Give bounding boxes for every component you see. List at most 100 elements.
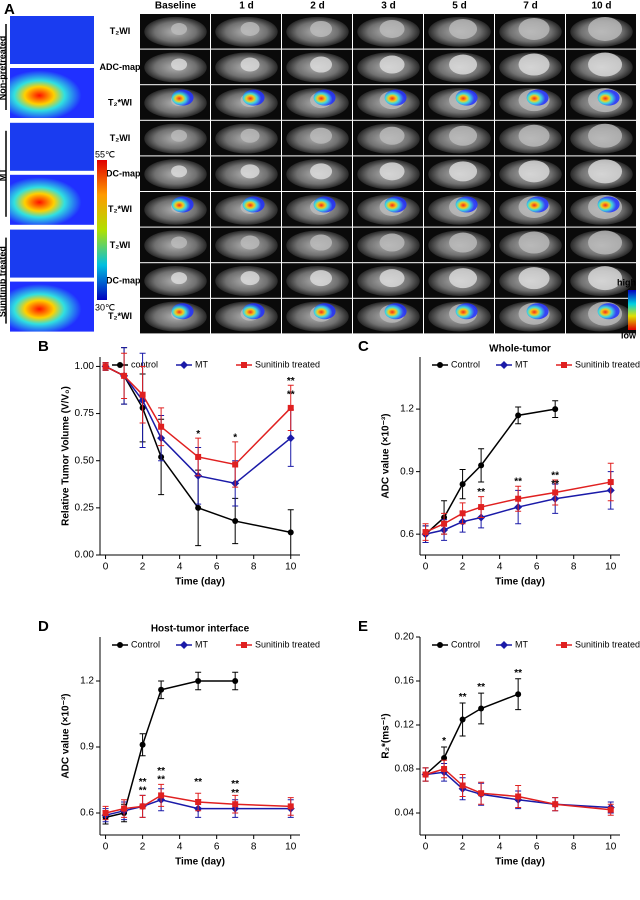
y-tick-label: 0.75 <box>75 408 95 419</box>
y-tick-label: 0.16 <box>395 676 415 687</box>
r2-overlay <box>526 89 549 106</box>
y-axis-label: Relative Tumor Volume (V/V₀) <box>61 386 72 526</box>
mri-tumor <box>449 125 478 146</box>
x-tick-label: 0 <box>423 842 429 853</box>
point <box>180 361 188 369</box>
r2-scale <box>628 290 636 330</box>
point <box>437 642 443 648</box>
series-line <box>425 408 556 535</box>
mri-tumor <box>379 19 405 38</box>
legend-label: MT <box>195 639 208 649</box>
legend-label: Control <box>451 639 480 649</box>
sequence-label: T₂WI <box>110 240 131 250</box>
mri-tumor <box>310 163 333 180</box>
thermal-image <box>10 229 94 278</box>
mri-tumor <box>171 129 188 142</box>
x-axis-label: Time (day) <box>175 577 225 588</box>
sequence-label: T₂WI <box>110 26 131 36</box>
r2-overlay <box>384 89 407 106</box>
group-label: MT <box>0 168 7 181</box>
point <box>607 806 614 813</box>
point <box>117 362 123 368</box>
x-tick-label: 8 <box>571 842 577 853</box>
mri-tumor <box>449 161 478 182</box>
significance: ** <box>231 779 239 790</box>
x-tick-label: 4 <box>497 842 503 853</box>
thermal-image <box>10 16 94 64</box>
x-tick-label: 2 <box>460 562 466 573</box>
sequence-label: ADC-map <box>99 62 141 72</box>
mri-tumor <box>310 270 333 287</box>
significance: ** <box>514 477 522 488</box>
column-header: 7 d <box>523 1 537 12</box>
group-label: Sunitinib treated <box>0 246 7 317</box>
point <box>441 766 448 772</box>
group-label: Non-pretreated <box>0 36 7 101</box>
y-tick-label: 0.6 <box>400 529 414 540</box>
mri-tumor <box>171 272 188 285</box>
point <box>241 642 247 648</box>
significance: ** <box>157 766 165 777</box>
legend-label: Control <box>451 359 480 369</box>
mri-tumor <box>449 268 478 289</box>
mri-tumor <box>588 159 623 184</box>
r2-overlay <box>597 196 620 213</box>
x-axis-label: Time (day) <box>495 577 545 588</box>
point <box>437 362 443 368</box>
x-tick-label: 2 <box>460 842 466 853</box>
mri-tumor <box>449 54 478 75</box>
mri-tumor <box>588 123 623 148</box>
sequence-label: T₂*WI <box>108 97 132 107</box>
r2-overlay <box>526 196 549 213</box>
mri-tumor <box>518 267 550 290</box>
mri-tumor <box>518 231 550 254</box>
mri-tumor <box>310 127 333 144</box>
point <box>561 642 567 648</box>
point <box>422 771 429 778</box>
significance: ** <box>287 389 295 400</box>
y-tick-label: 0.12 <box>395 720 415 731</box>
mri-tumor <box>588 266 623 291</box>
colorbar-min: 30℃ <box>95 302 115 312</box>
y-tick-label: 0.20 <box>395 632 415 643</box>
significance: ** <box>194 777 202 788</box>
point <box>232 518 239 525</box>
point <box>422 529 429 536</box>
x-tick-label: 6 <box>534 562 540 573</box>
y-tick-label: 0.9 <box>400 466 414 477</box>
legend-label: Sunitinib treated <box>255 639 320 649</box>
x-tick-label: 2 <box>140 562 146 573</box>
point <box>441 755 448 761</box>
point <box>500 641 508 649</box>
point <box>287 404 294 411</box>
x-tick-label: 10 <box>285 842 297 853</box>
point <box>195 453 202 460</box>
point <box>117 642 123 648</box>
point <box>158 423 165 430</box>
point <box>241 362 247 368</box>
significance: ** <box>157 775 165 786</box>
series-line <box>105 680 236 819</box>
legend-label: control <box>131 359 158 369</box>
legend-label: MT <box>515 639 528 649</box>
thermal-image <box>10 68 94 118</box>
point <box>478 504 485 511</box>
point <box>286 434 295 443</box>
point <box>158 686 165 693</box>
legend-label: Sunitinib treated <box>255 359 320 369</box>
x-tick-label: 0 <box>103 562 109 573</box>
mri-tumor <box>171 58 188 71</box>
legend-label: Sunitinib treated <box>575 359 640 369</box>
panel-label: A <box>4 1 15 18</box>
r2-overlay <box>597 89 620 106</box>
mri-tumor <box>518 53 550 76</box>
mri-tumor <box>310 20 333 37</box>
point <box>478 705 485 712</box>
point <box>139 741 146 748</box>
significance: ** <box>551 470 559 481</box>
y-tick-label: 0.08 <box>395 764 415 775</box>
point <box>195 678 202 684</box>
legend-label: MT <box>195 359 208 369</box>
y-axis-label: ADC value (×10⁻³) <box>61 693 72 778</box>
r2-overlay <box>384 196 407 213</box>
